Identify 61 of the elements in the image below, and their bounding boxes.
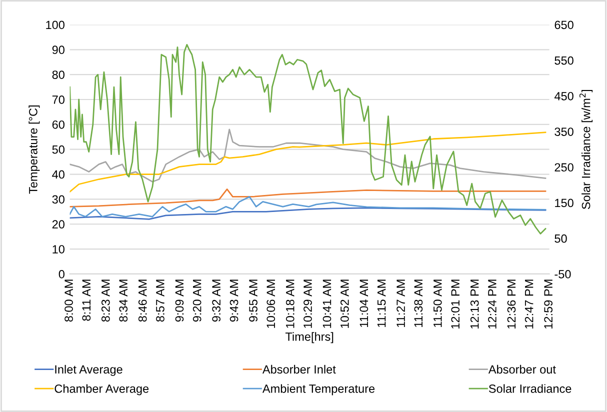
y-tick-label: 0 — [58, 270, 64, 278]
legend-label: Chamber Average — [54, 384, 149, 396]
x-tick-label: 12:01 PM — [451, 280, 460, 328]
x-tick-label: 11:04 AM — [360, 280, 368, 327]
legend-label: Absorber Inlet — [262, 364, 336, 374]
x-tick-label: 12:24 PM — [488, 280, 496, 328]
y2-axis-title: Solar Irradiance [w/m$^{2}$] — [579, 90, 593, 210]
y2-tick-label: 350 — [554, 128, 574, 136]
line-series — [70, 132, 546, 192]
x-tick-label: 9:09 AM — [175, 280, 184, 322]
x-tick-label: 12:36 PM — [507, 280, 516, 328]
y-tick-label: 70 — [52, 96, 64, 104]
y-tick-label: 80 — [52, 70, 64, 79]
line-series — [70, 207, 546, 220]
y2-tick-label: 450 — [554, 92, 574, 100]
y-axis-title: Temperature [°C] — [28, 106, 40, 194]
x-tick-label: 10:29 AM — [304, 280, 312, 328]
x-tick-label: 11:38 AM — [414, 280, 423, 327]
y-tick-label: 20 — [52, 220, 64, 229]
x-axis-title: Time[hrs] — [285, 332, 334, 344]
legend-label: Ambient Temperature — [262, 384, 375, 396]
x-tick-label: 8:57 AM — [156, 280, 164, 322]
x-tick-label: 8:46 AM — [138, 280, 147, 322]
y-tick-label: 60 — [52, 120, 64, 129]
x-tick-label: 11:27 AM — [396, 280, 405, 327]
x-tick-label: 10:06 AM — [266, 280, 276, 328]
y-tick-label: 50 — [52, 145, 64, 154]
x-tick-label: 8:00 AM — [64, 280, 73, 322]
x-tick-label: 11:15 AM — [377, 280, 386, 327]
x-tick-label: 11:50 AM — [433, 280, 442, 327]
legend-label: Absorber out — [488, 364, 556, 374]
line-series — [70, 188, 546, 208]
y-tick-label: 90 — [52, 46, 64, 54]
y2-tick-label: 150 — [555, 198, 574, 208]
line-series — [70, 128, 546, 182]
line-series — [70, 44, 546, 234]
x-tick-label: 12:13 PM — [470, 280, 479, 328]
y-tick-label: 10 — [52, 245, 64, 254]
x-tick-label: 10:18 AM — [286, 280, 294, 328]
y-tick-label: 30 — [52, 195, 64, 204]
x-tick-label: 10:52 AM — [340, 280, 349, 328]
x-tick-label: 8:23 AM — [101, 280, 110, 322]
x-tick-label: 12:47 PM — [524, 280, 534, 328]
x-tick-label: 9:43 AM — [230, 280, 238, 322]
line-series — [70, 196, 546, 218]
x-tick-label: 9:32 AM — [212, 280, 220, 322]
y2-tick-label: 250 — [554, 163, 574, 172]
y-tick-label: 100 — [46, 20, 64, 30]
x-tick-label: 10:41 AM — [322, 280, 332, 328]
x-tick-label: 8:11 AM — [82, 280, 91, 321]
y2-tick-label: -50 — [554, 270, 571, 278]
legend-label: Solar Irradiance — [488, 384, 572, 393]
y2-tick-label: 550 — [554, 56, 574, 65]
x-tick-label: 9:20 AM — [192, 280, 202, 322]
x-tick-label: 12:59 PM — [544, 280, 553, 328]
y2-tick-label: 650 — [554, 20, 574, 30]
x-tick-label: 9:55 AM — [249, 280, 258, 322]
x-tick-label: 8:34 AM — [119, 280, 128, 322]
y-tick-label: 40 — [52, 170, 64, 179]
legend-label: Inlet Average — [55, 364, 122, 376]
y2-tick-label: 50 — [554, 234, 567, 243]
